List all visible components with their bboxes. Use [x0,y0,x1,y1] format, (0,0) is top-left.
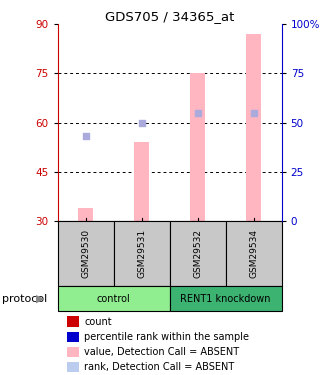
Bar [134,142,149,221]
Point [139,120,144,126]
Point [195,110,200,116]
Text: percentile rank within the sample: percentile rank within the sample [84,332,250,342]
Text: count: count [84,317,112,327]
Bar [78,208,93,221]
Bar [67,332,79,342]
Text: GSM29532: GSM29532 [193,229,202,278]
Bar [67,316,79,327]
Text: rank, Detection Call = ABSENT: rank, Detection Call = ABSENT [84,362,235,372]
Text: GSM29531: GSM29531 [137,229,146,278]
Bar [58,221,114,286]
Point [251,110,256,116]
Text: ▶: ▶ [36,294,44,304]
Text: value, Detection Call = ABSENT: value, Detection Call = ABSENT [84,347,240,357]
Title: GDS705 / 34365_at: GDS705 / 34365_at [105,10,234,23]
Bar [190,74,205,221]
Bar [67,362,79,372]
Text: GSM29530: GSM29530 [81,229,90,278]
Bar [114,221,170,286]
Text: RENT1 knockdown: RENT1 knockdown [180,294,271,304]
Bar [67,346,79,357]
Text: protocol: protocol [2,294,47,304]
Text: control: control [97,294,131,304]
Text: GSM29534: GSM29534 [249,229,258,278]
Bar [246,34,261,221]
Bar [170,286,282,311]
Bar [58,286,170,311]
Bar [226,221,282,286]
Bar [170,221,226,286]
Point [83,133,88,139]
